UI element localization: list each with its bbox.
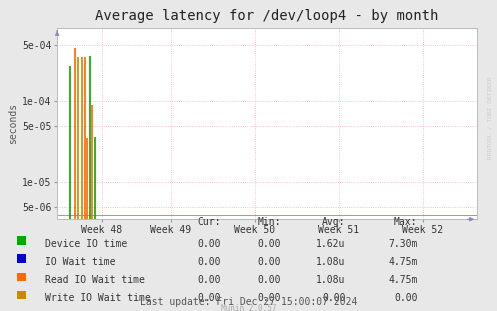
Text: 4.75m: 4.75m [388, 257, 417, 267]
Text: 0.00: 0.00 [257, 275, 281, 285]
Text: 0.00: 0.00 [198, 257, 221, 267]
Text: Read IO Wait time: Read IO Wait time [45, 275, 145, 285]
Text: 0.00: 0.00 [394, 293, 417, 303]
Text: Min:: Min: [257, 217, 281, 227]
Text: 0.00: 0.00 [257, 293, 281, 303]
Text: 1.08u: 1.08u [316, 257, 345, 267]
Text: 1.62u: 1.62u [316, 239, 345, 248]
Text: 7.30m: 7.30m [388, 239, 417, 248]
Text: IO Wait time: IO Wait time [45, 257, 115, 267]
Text: 4.75m: 4.75m [388, 275, 417, 285]
Text: Munin 2.0.57: Munin 2.0.57 [221, 304, 276, 311]
Text: 1.08u: 1.08u [316, 275, 345, 285]
Text: 0.00: 0.00 [198, 275, 221, 285]
Text: Last update: Fri Dec 27 15:00:07 2024: Last update: Fri Dec 27 15:00:07 2024 [140, 297, 357, 307]
Text: 0.00: 0.00 [257, 239, 281, 248]
Text: Device IO time: Device IO time [45, 239, 127, 248]
Text: Cur:: Cur: [198, 217, 221, 227]
Title: Average latency for /dev/loop4 - by month: Average latency for /dev/loop4 - by mont… [95, 9, 439, 23]
Text: 0.00: 0.00 [198, 239, 221, 248]
Text: 0.00: 0.00 [257, 257, 281, 267]
Y-axis label: seconds: seconds [8, 103, 18, 144]
Text: Avg:: Avg: [322, 217, 345, 227]
Text: Write IO Wait time: Write IO Wait time [45, 293, 151, 303]
Text: RRDTOOL / TOBI OETIKER: RRDTOOL / TOBI OETIKER [487, 77, 492, 160]
Text: 0.00: 0.00 [322, 293, 345, 303]
Text: Max:: Max: [394, 217, 417, 227]
Text: 0.00: 0.00 [198, 293, 221, 303]
